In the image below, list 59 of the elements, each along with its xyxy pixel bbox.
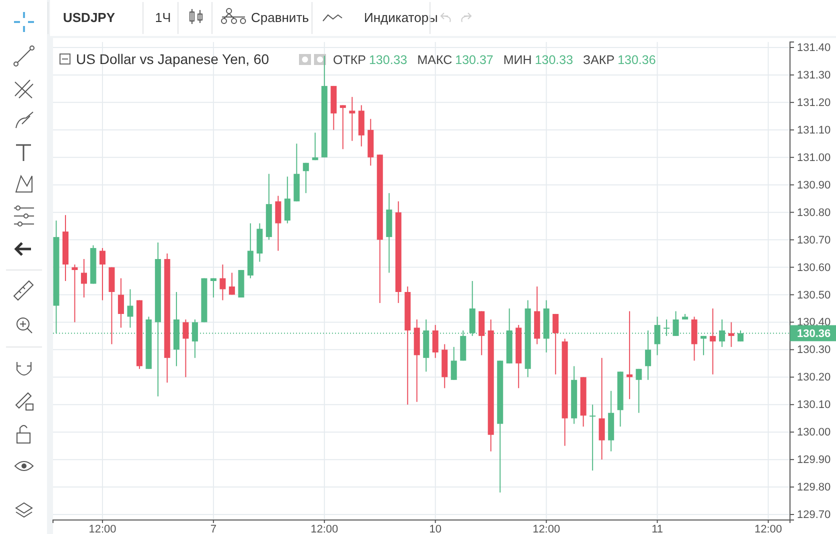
- text: Индикаторы: [364, 10, 438, 25]
- y-tick-label: 131.20: [797, 96, 831, 109]
- candlestick: [118, 278, 124, 328]
- annotation: МАКС 130.37: [417, 53, 494, 67]
- candlestick: [127, 288, 134, 328]
- y-tick-label: 130.20: [797, 372, 831, 384]
- x-tick-label: 7: [210, 524, 216, 534]
- candlestick: [72, 264, 78, 323]
- text: US Dollar vs Japanese Yen, 60: [76, 51, 270, 67]
- y-tick-label: 130.30: [797, 344, 831, 356]
- y-tick-label: 130.00: [797, 426, 831, 439]
- candlestick: [228, 272, 235, 296]
- candlestick: [450, 346, 457, 380]
- y-tick-label: 130.60: [797, 262, 831, 274]
- candlestick: [626, 310, 633, 400]
- x-tick-label: 12:00: [754, 524, 782, 534]
- candlestick: [182, 318, 189, 378]
- y-tick-label: 129.70: [797, 509, 831, 522]
- x-tick-label: 12:00: [532, 524, 560, 534]
- y-tick-label: 131.40: [797, 42, 831, 54]
- candlestick: [432, 324, 438, 358]
- candlestick: [590, 404, 596, 472]
- candlestick: [700, 335, 707, 356]
- candlestick: [284, 176, 290, 224]
- y-tick-label: 130.50: [797, 289, 831, 302]
- candlestick: [80, 258, 87, 298]
- y-tick-label: 130.70: [797, 234, 831, 246]
- candlestick: [99, 248, 106, 301]
- candlestick: [349, 96, 356, 142]
- candlestick: [312, 132, 318, 161]
- text: 1Ч: [155, 10, 171, 25]
- y-tick-label: 131.10: [797, 124, 831, 136]
- annotation: ЗАКР 130.36: [583, 53, 656, 67]
- y-tick-label: 130.90: [797, 179, 831, 192]
- candlestick: [210, 278, 216, 298]
- y-tick-label: 130.10: [797, 399, 831, 412]
- candlestick: [275, 195, 282, 252]
- x-tick-label: 11: [652, 524, 664, 534]
- text: Сравнить: [251, 10, 310, 25]
- candlestick: [598, 357, 605, 460]
- text: USDJPY: [63, 10, 116, 25]
- x-tick-label: 12:00: [310, 524, 338, 534]
- candlestick: [636, 368, 642, 414]
- ref-line-label: 130.36: [797, 328, 831, 340]
- x-tick-label: 12:00: [88, 524, 116, 534]
- x-tick-label: 10: [429, 524, 442, 534]
- candlestick: [552, 313, 559, 375]
- y-tick-label: 131.30: [797, 69, 831, 82]
- y-tick-label: 131.00: [797, 152, 831, 164]
- candlestick: [220, 264, 226, 301]
- candlestick: [728, 322, 734, 348]
- annotation: ОТКР 130.33: [333, 53, 408, 67]
- y-tick-label: 130.80: [797, 206, 831, 219]
- candlestick: [302, 162, 309, 194]
- y-tick-label: 129.90: [797, 454, 831, 466]
- candlestick: [340, 104, 346, 150]
- annotation: МИН 130.33: [503, 53, 574, 67]
- y-tick-label: 129.80: [797, 482, 831, 494]
- candlestick: [710, 308, 716, 375]
